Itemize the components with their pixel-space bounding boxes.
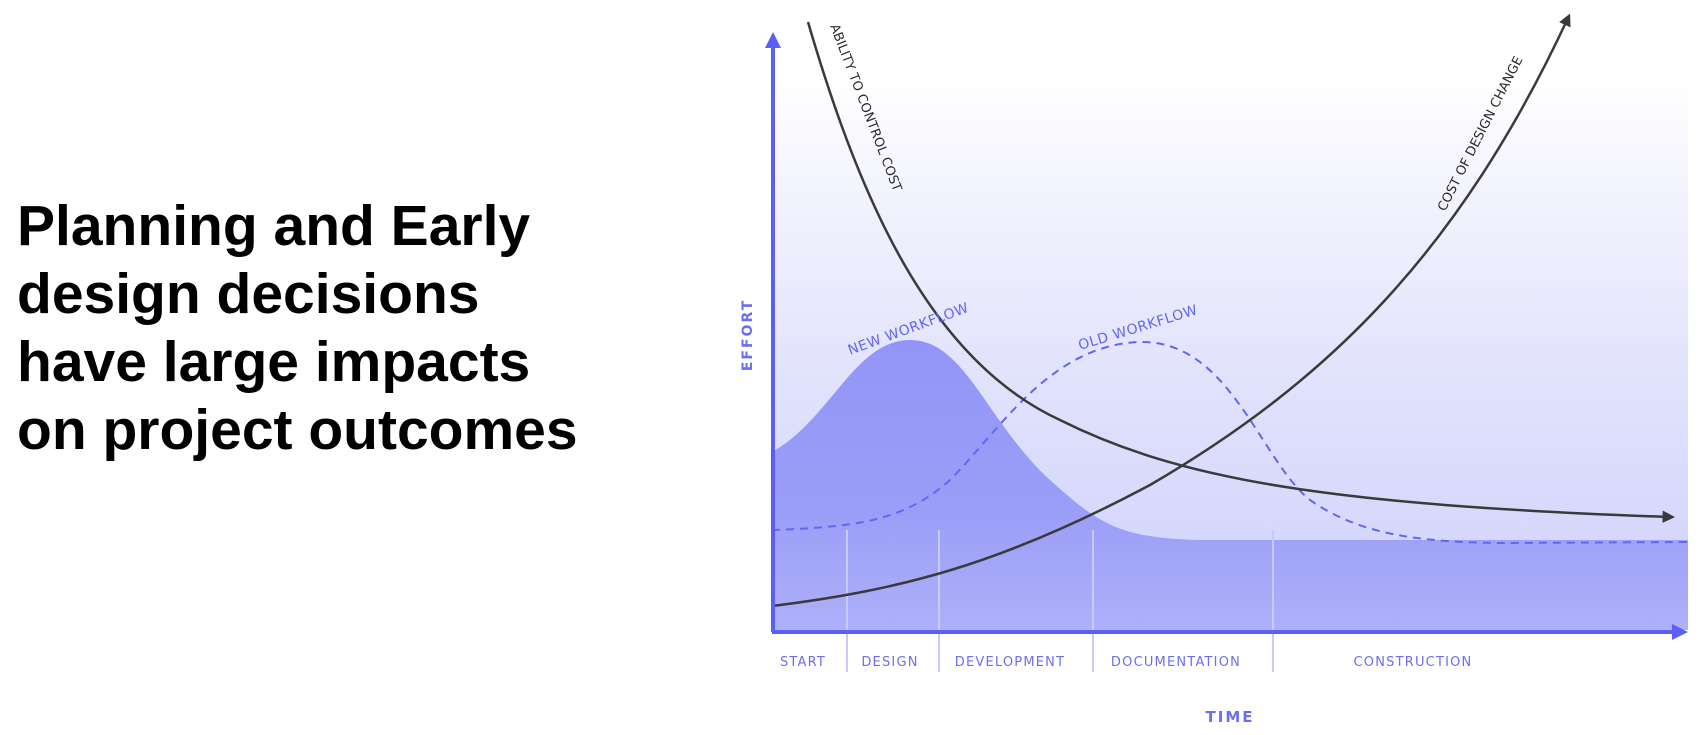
new-workflow-area xyxy=(772,340,1688,630)
headline-line: design decisions xyxy=(17,262,480,326)
phase-label-design: DESIGN xyxy=(861,655,918,670)
headline-line: have large impacts xyxy=(17,330,531,394)
old-workflow-curve xyxy=(771,340,1689,545)
phase-labels: START DESIGN DEVELOPMENT DOCUMENTATION C… xyxy=(780,655,1473,670)
phase-dividers xyxy=(846,530,1274,672)
x-axis-title: TIME xyxy=(1206,708,1255,726)
y-axis-title: EFFORT xyxy=(740,299,756,371)
headline-line: on project outcomes xyxy=(17,398,578,462)
ability-curve xyxy=(806,21,1675,523)
phase-label-start: START xyxy=(780,655,826,670)
phase-label-documentation: DOCUMENTATION xyxy=(1111,655,1241,670)
phase-label-development: DEVELOPMENT xyxy=(955,655,1065,670)
headline-line: Planning and Early xyxy=(17,194,531,258)
headline: Planning and Early design decisions have… xyxy=(17,192,657,464)
cost-curve xyxy=(771,13,1571,608)
phase-label-construction: CONSTRUCTION xyxy=(1354,655,1473,670)
